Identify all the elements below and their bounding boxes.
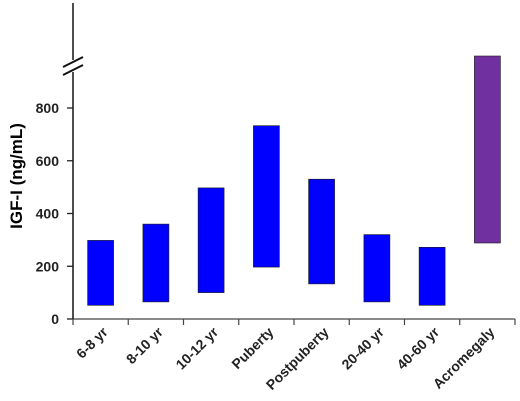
axes-group — [62, 3, 515, 320]
bar-10-12-yr — [197, 187, 225, 293]
bar-puberty — [253, 125, 280, 268]
y-ticks-group: 0 200 400 600 800 — [36, 100, 73, 327]
bar-8-10-yr — [142, 223, 170, 303]
y-tick-label: 600 — [36, 153, 60, 169]
x-tick-label: Puberty — [228, 324, 276, 372]
x-tick-label: 8-10 yr — [123, 323, 167, 367]
axis-break-mark-1 — [62, 56, 84, 68]
x-tick-label: 40-60 yr — [393, 323, 442, 372]
y-tick-label: 0 — [51, 311, 59, 327]
bar-acromegaly — [474, 55, 501, 244]
x-tick-label: 20-40 yr — [338, 323, 387, 372]
bars-group — [87, 55, 501, 306]
bar-6-8-yr — [87, 240, 114, 306]
bar-40-60-yr — [418, 247, 446, 306]
bar-postpuberty — [308, 178, 335, 285]
y-axis-label: IGF-I (ng/mL) — [7, 123, 26, 229]
y-tick-label: 400 — [36, 206, 60, 222]
x-tick-label: 6-8 yr — [73, 323, 111, 361]
y-tick-label: 200 — [36, 258, 60, 274]
bar-20-40-yr — [363, 234, 391, 303]
x-tick-label: 10-12 yr — [172, 323, 221, 372]
y-tick-label: 800 — [36, 100, 60, 116]
axis-break-mark-2 — [62, 64, 84, 76]
